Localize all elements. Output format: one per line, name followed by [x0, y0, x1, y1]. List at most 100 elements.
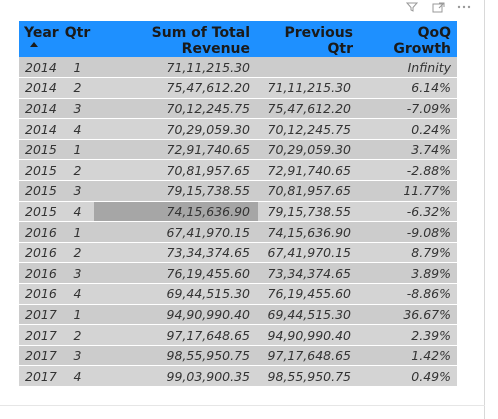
cell-revenue: 71,11,215.30: [94, 57, 258, 79]
cell-qtr: 4: [61, 365, 94, 387]
cell-qoq-growth: 1.42%: [357, 345, 457, 367]
visual-header-icons: [404, 0, 472, 14]
cell-year: 2014: [19, 118, 61, 140]
table-row[interactable]: 2014 1 71,11,215.30 Infinity: [19, 57, 457, 79]
cell-previous-qtr: 94,90,990.40: [258, 324, 357, 346]
column-header-revenue[interactable]: Sum of Total Revenue: [94, 21, 258, 57]
visual-border-right: [484, 0, 485, 419]
cell-qtr: 4: [61, 283, 94, 305]
cell-qtr: 1: [61, 57, 94, 79]
table-row[interactable]: 2016 4 69,44,515.30 76,19,455.60 -8.86%: [19, 283, 457, 305]
cell-year: 2015: [19, 139, 61, 161]
cell-qtr: 1: [61, 304, 94, 326]
cell-qoq-growth: -6.32%: [357, 201, 457, 223]
cell-year: 2017: [19, 304, 61, 326]
cell-revenue: 70,29,059.30: [94, 118, 258, 140]
cell-qtr: 4: [61, 201, 94, 223]
table-row[interactable]: 2016 2 73,34,374.65 67,41,970.15 8.79%: [19, 242, 457, 264]
table-row[interactable]: 2014 4 70,29,059.30 70,12,245.75 0.24%: [19, 118, 457, 140]
cell-qtr: 3: [61, 262, 94, 285]
cell-previous-qtr: 76,19,455.60: [258, 283, 357, 305]
cell-qoq-growth: 0.24%: [357, 118, 457, 140]
visual-border-bottom: [0, 405, 485, 406]
cell-previous-qtr: 97,17,648.65: [258, 345, 357, 367]
cell-qtr: 2: [61, 77, 94, 99]
cell-previous-qtr: 73,34,374.65: [258, 262, 357, 285]
table-row[interactable]: 2015 2 70,81,957.65 72,91,740.65 -2.88%: [19, 159, 457, 182]
cell-revenue: 75,47,612.20: [94, 77, 258, 99]
table-row[interactable]: 2015 1 72,91,740.65 70,29,059.30 3.74%: [19, 139, 457, 161]
cell-qtr: 4: [61, 118, 94, 140]
cell-qoq-growth: -7.09%: [357, 98, 457, 120]
cell-revenue: 73,34,374.65: [94, 242, 258, 264]
cell-previous-qtr: 67,41,970.15: [258, 242, 357, 264]
cell-qtr: 2: [61, 159, 94, 182]
cell-qtr: 3: [61, 98, 94, 120]
cell-previous-qtr: 72,91,740.65: [258, 159, 357, 182]
cell-revenue: 98,55,950.75: [94, 345, 258, 367]
cell-previous-qtr: 98,55,950.75: [258, 365, 357, 387]
cell-qtr: 1: [61, 139, 94, 161]
cell-previous-qtr: 70,81,957.65: [258, 180, 357, 202]
cell-year: 2016: [19, 262, 61, 285]
cell-year: 2014: [19, 77, 61, 99]
cell-previous-qtr: 70,12,245.75: [258, 118, 357, 140]
cell-year: 2015: [19, 201, 61, 223]
cell-year: 2016: [19, 221, 61, 243]
table-row[interactable]: 2017 3 98,55,950.75 97,17,648.65 1.42%: [19, 345, 457, 367]
more-options-icon[interactable]: [456, 1, 472, 13]
cell-qoq-growth: -9.08%: [357, 221, 457, 243]
cell-qoq-growth: -8.86%: [357, 283, 457, 305]
cell-revenue: 70,81,957.65: [94, 159, 258, 182]
cell-qoq-growth: 8.79%: [357, 242, 457, 264]
cell-revenue: 74,15,636.90: [94, 201, 258, 223]
cell-revenue: 94,90,990.40: [94, 304, 258, 326]
cell-qoq-growth: 3.89%: [357, 262, 457, 285]
cell-qtr: 2: [61, 324, 94, 346]
cell-year: 2015: [19, 180, 61, 202]
table-row[interactable]: 2015 3 79,15,738.55 70,81,957.65 11.77%: [19, 180, 457, 202]
table-row[interactable]: 2015 4 74,15,636.90 79,15,738.55 -6.32%: [19, 201, 457, 223]
cell-revenue: 67,41,970.15: [94, 221, 258, 243]
table-row[interactable]: 2017 1 94,90,990.40 69,44,515.30 36.67%: [19, 304, 457, 326]
cell-qtr: 2: [61, 242, 94, 264]
column-header-qtr[interactable]: Qtr: [61, 21, 94, 57]
table-row[interactable]: 2016 3 76,19,455.60 73,34,374.65 3.89%: [19, 262, 457, 285]
cell-qoq-growth: -2.88%: [357, 159, 457, 182]
cell-year: 2017: [19, 324, 61, 346]
cell-qoq-growth: 36.67%: [357, 304, 457, 326]
table-row[interactable]: 2014 2 75,47,612.20 71,11,215.30 6.14%: [19, 77, 457, 99]
cell-previous-qtr: 69,44,515.30: [258, 304, 357, 326]
cell-year: 2017: [19, 345, 61, 367]
cell-year: 2014: [19, 57, 61, 79]
cell-qtr: 3: [61, 180, 94, 202]
table-row[interactable]: 2014 3 70,12,245.75 75,47,612.20 -7.09%: [19, 98, 457, 120]
table-row[interactable]: 2017 4 99,03,900.35 98,55,950.75 0.49%: [19, 365, 457, 387]
cell-qoq-growth: 0.49%: [357, 365, 457, 387]
cell-revenue: 70,12,245.75: [94, 98, 258, 120]
cell-year: 2016: [19, 242, 61, 264]
cell-year: 2017: [19, 365, 61, 387]
cell-qoq-growth: Infinity: [357, 57, 457, 79]
cell-revenue: 79,15,738.55: [94, 180, 258, 202]
cell-qoq-growth: 3.74%: [357, 139, 457, 161]
cell-previous-qtr: [258, 57, 357, 79]
cell-qoq-growth: 2.39%: [357, 324, 457, 346]
cell-previous-qtr: 70,29,059.30: [258, 139, 357, 161]
filter-icon[interactable]: [404, 1, 420, 13]
cell-previous-qtr: 79,15,738.55: [258, 201, 357, 223]
column-header-year-label: Year: [24, 25, 59, 41]
column-header-year[interactable]: Year: [19, 21, 61, 57]
table-row[interactable]: 2017 2 97,17,648.65 94,90,990.40 2.39%: [19, 324, 457, 346]
focus-mode-icon[interactable]: [430, 1, 446, 13]
cell-previous-qtr: 74,15,636.90: [258, 221, 357, 243]
table-body: 2014 1 71,11,215.30 Infinity 2014 2 75,47,612.…: [19, 57, 457, 387]
cell-revenue: 76,19,455.60: [94, 262, 258, 285]
column-header-qoq-growth[interactable]: QoQ Growth: [357, 21, 457, 57]
table-row[interactable]: 2016 1 67,41,970.15 74,15,636.90 -9.08%: [19, 221, 457, 243]
cell-qtr: 1: [61, 221, 94, 243]
column-header-previous-qtr[interactable]: Previous Qtr: [258, 21, 357, 57]
cell-revenue: 69,44,515.30: [94, 283, 258, 305]
cell-revenue: 97,17,648.65: [94, 324, 258, 346]
